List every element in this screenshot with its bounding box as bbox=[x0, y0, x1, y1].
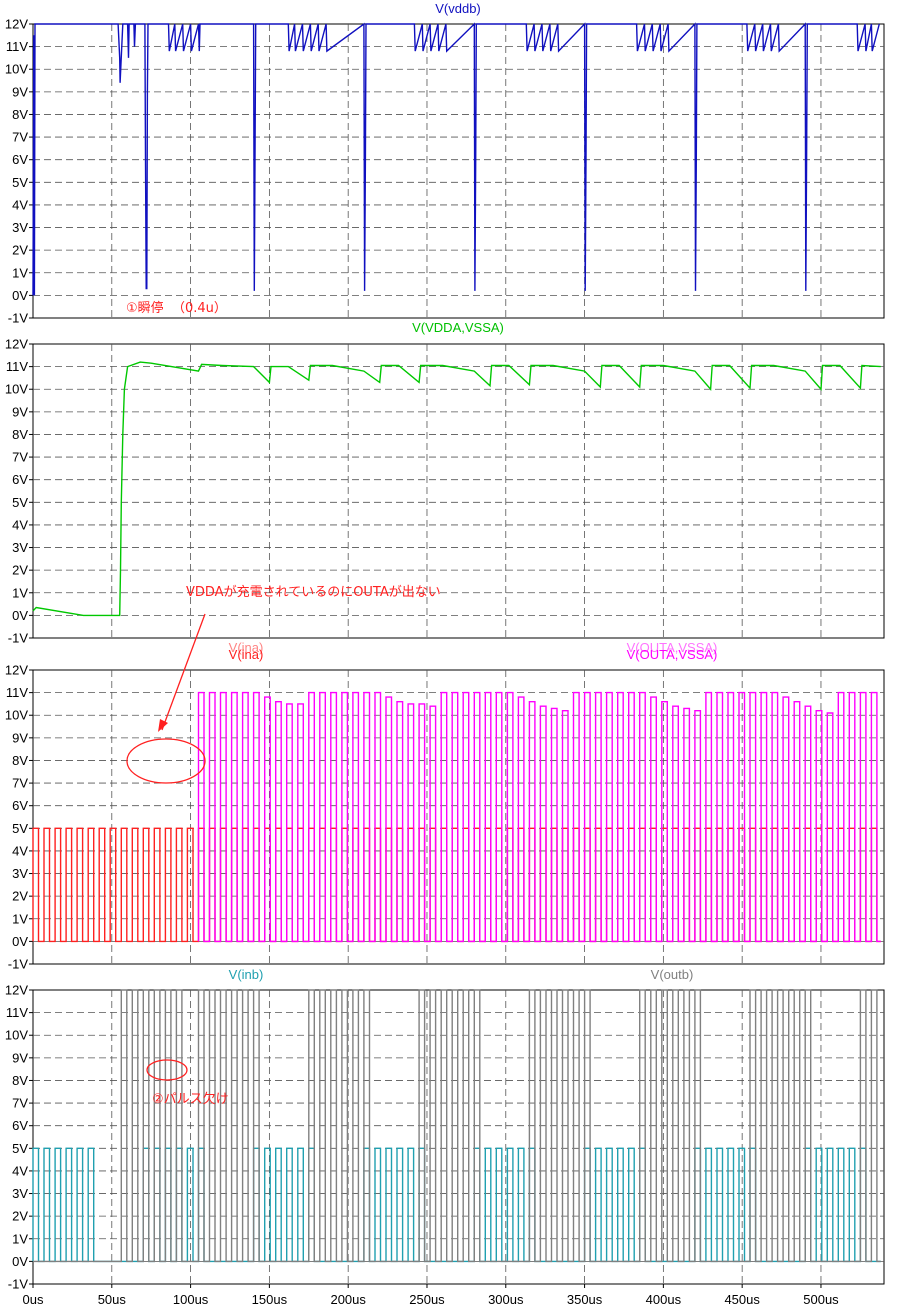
y-tick-label: -1V bbox=[8, 1277, 29, 1292]
y-tick-label: 0V bbox=[12, 1254, 28, 1269]
y-tick-label: 10V bbox=[5, 62, 28, 77]
y-tick-label: 6V bbox=[12, 472, 28, 487]
y-tick-label: 1V bbox=[12, 911, 28, 926]
annotation-outa-missing: VDDAが充電されているのにOUTAが出ない bbox=[186, 584, 441, 600]
x-tick-label: 300us bbox=[488, 1292, 524, 1307]
y-tick-label: 8V bbox=[12, 427, 28, 442]
panel4-legend-outb: V(outb) bbox=[651, 967, 694, 982]
panel3-legend-ina-shadow: V(ina) bbox=[229, 640, 264, 655]
y-tick-label: 3V bbox=[12, 540, 28, 555]
y-tick-label: 9V bbox=[12, 730, 28, 745]
x-tick-label: 400us bbox=[646, 1292, 682, 1307]
y-tick-label: 0V bbox=[12, 608, 28, 623]
y-tick-label: 11V bbox=[6, 39, 28, 54]
y-tick-label: 4V bbox=[12, 1163, 28, 1178]
y-tick-label: 12V bbox=[5, 983, 28, 998]
y-tick-label: 4V bbox=[12, 517, 28, 532]
y-tick-label: 8V bbox=[12, 107, 28, 122]
y-tick-label: 0V bbox=[12, 288, 28, 303]
y-tick-label: 11V bbox=[6, 359, 28, 374]
annotation-arrow-head bbox=[158, 719, 168, 732]
y-tick-label: 10V bbox=[5, 382, 28, 397]
plot-frame bbox=[32, 343, 885, 639]
panel-3: 12V 11V 10V 9V 8V 7V 6V 5V 4V 3V 2V 1V 0V -1V bbox=[5, 663, 885, 972]
y-tick-label: 3V bbox=[12, 220, 28, 235]
panel-1: 12V 11V 10V 9V 8V 7V 6V 5V 4V 3V 2V 1V 0V -1V bbox=[5, 17, 885, 326]
series-v-vddb bbox=[32, 22, 880, 296]
panel1-title: V(vddb) bbox=[435, 1, 481, 16]
annotation-instant-stop-duration: （0.4u） bbox=[172, 301, 227, 316]
x-tick-label: 0us bbox=[23, 1292, 44, 1307]
y-tick-label: 0V bbox=[12, 934, 28, 949]
series-v-vdda-vssa bbox=[32, 361, 881, 617]
y-tick-label: 11V bbox=[6, 685, 28, 700]
y-tick-label: 10V bbox=[5, 708, 28, 723]
y-tick-label: 4V bbox=[12, 843, 28, 858]
y-tick-label: -1V bbox=[8, 957, 29, 972]
panel-2: 12V 11V 10V 9V 8V 7V 6V 5V 4V 3V 2V 1V 0V -1V bbox=[5, 337, 885, 646]
y-tick-label: 5V bbox=[12, 495, 28, 510]
y-tick-label: 11V bbox=[6, 1005, 28, 1020]
annotation-ellipse-outa bbox=[126, 738, 206, 784]
y-tick-label: 5V bbox=[12, 821, 28, 836]
plot-frame bbox=[32, 989, 885, 1285]
x-tick-label: 500us bbox=[803, 1292, 839, 1307]
y-tick-label: 3V bbox=[12, 1186, 28, 1201]
y-tick-label: 10V bbox=[5, 1028, 28, 1043]
y-tick-label: 2V bbox=[12, 563, 28, 578]
panel3-legend-outa: V(OUTA,VSSA) bbox=[627, 647, 718, 662]
x-tick-label: 50us bbox=[98, 1292, 127, 1307]
y-tick-label: 12V bbox=[5, 17, 28, 32]
y-tick-label: 5V bbox=[12, 1141, 28, 1156]
y-tick-label: 1V bbox=[12, 585, 28, 600]
x-tick-label: 450us bbox=[724, 1292, 760, 1307]
x-tick-label: 250us bbox=[409, 1292, 445, 1307]
y-tick-label: 9V bbox=[12, 404, 28, 419]
y-tick-label: 7V bbox=[12, 450, 28, 465]
series-v-outa-vssa bbox=[197, 691, 881, 943]
y-tick-label: 9V bbox=[12, 1050, 28, 1065]
y-tick-label: 6V bbox=[12, 152, 28, 167]
series-v-outb bbox=[33, 989, 881, 1263]
y-tick-label: 3V bbox=[12, 866, 28, 881]
y-tick-label: 2V bbox=[12, 889, 28, 904]
y-tick-label: 12V bbox=[5, 663, 28, 678]
y-tick-label: 7V bbox=[12, 1096, 28, 1111]
y-tick-label: 12V bbox=[5, 337, 28, 352]
x-tick-label: 150us bbox=[252, 1292, 288, 1307]
panel2-title: V(VDDA,VSSA) bbox=[412, 320, 504, 335]
x-tick-label: 100us bbox=[173, 1292, 209, 1307]
y-tick-label: 5V bbox=[12, 175, 28, 190]
y-tick-label: 7V bbox=[12, 130, 28, 145]
y-tick-label: 6V bbox=[12, 798, 28, 813]
plot-frame bbox=[32, 669, 885, 965]
annotation-arrow-line bbox=[161, 613, 206, 731]
y-tick-label: -1V bbox=[8, 311, 29, 326]
x-tick-label: 200us bbox=[330, 1292, 366, 1307]
y-tick-label: 1V bbox=[12, 1231, 28, 1246]
y-tick-label: 9V bbox=[12, 84, 28, 99]
panel3-legend-ina: V(ina) bbox=[229, 647, 264, 662]
y-tick-label: 8V bbox=[12, 1073, 28, 1088]
y-tick-label: 2V bbox=[12, 1209, 28, 1224]
y-tick-label: 2V bbox=[12, 243, 28, 258]
y-tick-label: 1V bbox=[12, 265, 28, 280]
y-tick-label: 4V bbox=[12, 197, 28, 212]
plot-frame bbox=[32, 23, 885, 319]
x-tick-label: 350us bbox=[567, 1292, 603, 1307]
y-tick-label: 8V bbox=[12, 753, 28, 768]
annotation-ellipse-pulse bbox=[146, 1059, 188, 1081]
y-tick-label: -1V bbox=[8, 631, 29, 646]
annotation-instant-stop: ①瞬停 bbox=[126, 300, 164, 316]
y-tick-label: 7V bbox=[12, 776, 28, 791]
panel4-legend-inb: V(inb) bbox=[229, 967, 264, 982]
panel3-legend-outa-shadow: V(OUTA,VSSA) bbox=[627, 640, 718, 655]
annotation-pulse-missing: ②パルス欠け bbox=[152, 1091, 229, 1107]
y-tick-label: 6V bbox=[12, 1118, 28, 1133]
